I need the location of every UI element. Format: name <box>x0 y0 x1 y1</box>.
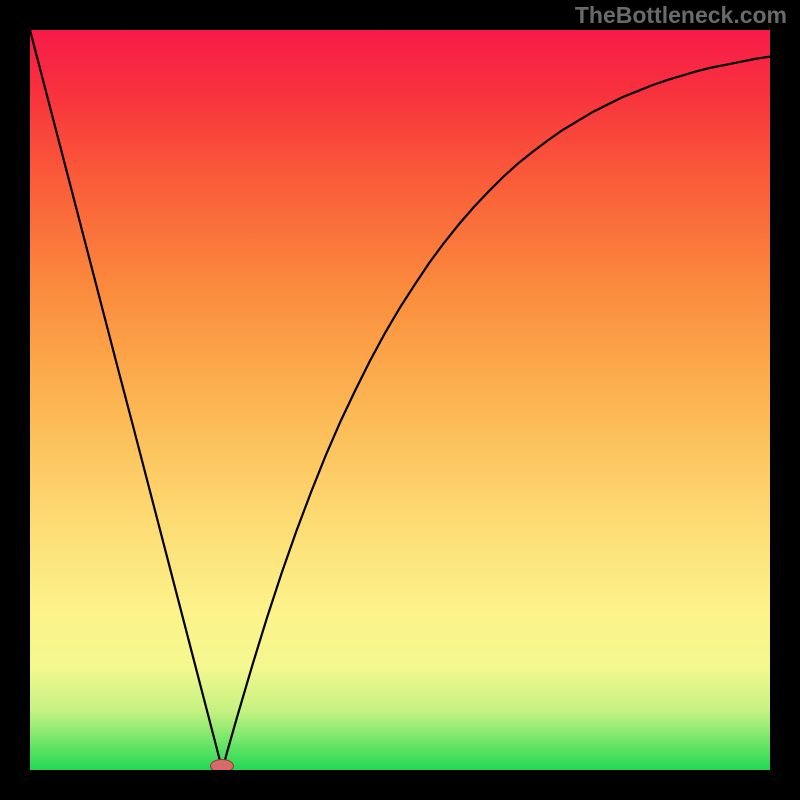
watermark-text: TheBottleneck.com <box>575 2 787 29</box>
curve-layer <box>30 30 770 770</box>
plot-area <box>30 30 770 770</box>
bottleneck-curve <box>30 30 770 770</box>
chart-container: TheBottleneck.com <box>0 0 800 800</box>
minimum-marker <box>210 759 234 770</box>
